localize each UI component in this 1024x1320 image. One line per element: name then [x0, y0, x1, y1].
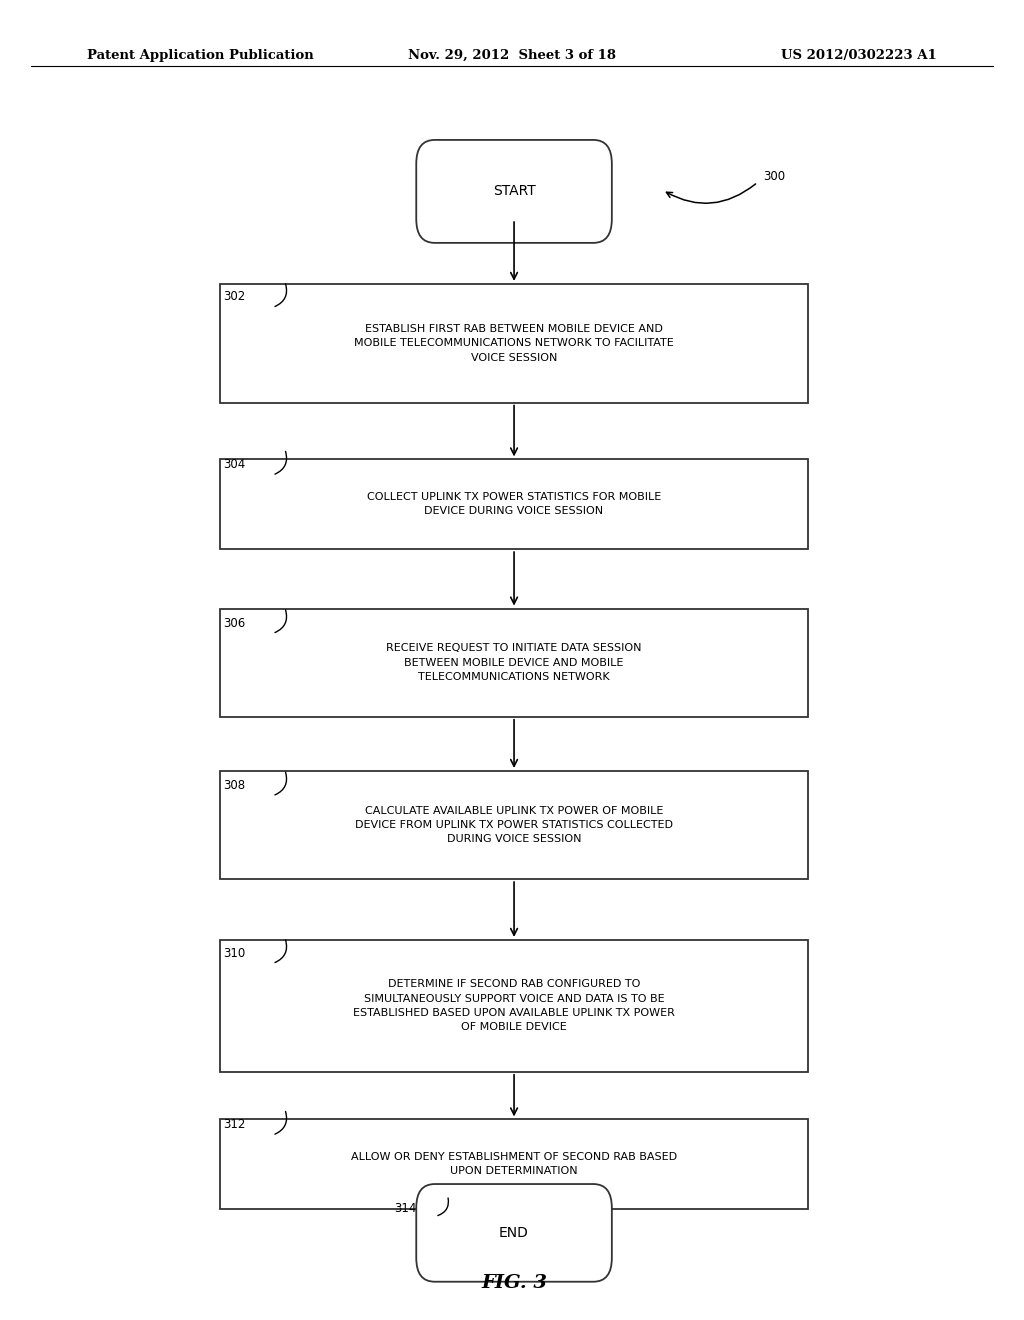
FancyArrowPatch shape: [275, 1111, 287, 1134]
Text: 314: 314: [394, 1203, 417, 1214]
Text: FIG. 3: FIG. 3: [481, 1274, 547, 1292]
FancyArrowPatch shape: [275, 610, 287, 632]
FancyBboxPatch shape: [219, 609, 809, 717]
Text: CALCULATE AVAILABLE UPLINK TX POWER OF MOBILE
DEVICE FROM UPLINK TX POWER STATIS: CALCULATE AVAILABLE UPLINK TX POWER OF M…: [355, 805, 673, 845]
FancyBboxPatch shape: [416, 140, 611, 243]
Text: RECEIVE REQUEST TO INITIATE DATA SESSION
BETWEEN MOBILE DEVICE AND MOBILE
TELECO: RECEIVE REQUEST TO INITIATE DATA SESSION…: [386, 643, 642, 682]
Text: 310: 310: [223, 946, 246, 960]
Text: COLLECT UPLINK TX POWER STATISTICS FOR MOBILE
DEVICE DURING VOICE SESSION: COLLECT UPLINK TX POWER STATISTICS FOR M…: [367, 492, 662, 516]
FancyArrowPatch shape: [275, 940, 287, 962]
FancyBboxPatch shape: [219, 771, 809, 879]
FancyArrowPatch shape: [438, 1199, 449, 1216]
Text: START: START: [493, 185, 536, 198]
Text: US 2012/0302223 A1: US 2012/0302223 A1: [781, 49, 937, 62]
Text: ESTABLISH FIRST RAB BETWEEN MOBILE DEVICE AND
MOBILE TELECOMMUNICATIONS NETWORK : ESTABLISH FIRST RAB BETWEEN MOBILE DEVIC…: [354, 323, 674, 363]
FancyArrowPatch shape: [275, 451, 287, 474]
Text: Nov. 29, 2012  Sheet 3 of 18: Nov. 29, 2012 Sheet 3 of 18: [408, 49, 616, 62]
Text: END: END: [499, 1226, 529, 1239]
Text: 300: 300: [763, 170, 785, 183]
FancyBboxPatch shape: [416, 1184, 611, 1282]
Text: 304: 304: [223, 458, 246, 471]
Text: ALLOW OR DENY ESTABLISHMENT OF SECOND RAB BASED
UPON DETERMINATION: ALLOW OR DENY ESTABLISHMENT OF SECOND RA…: [351, 1152, 677, 1176]
FancyBboxPatch shape: [219, 1119, 809, 1209]
FancyArrowPatch shape: [275, 772, 287, 795]
Text: 308: 308: [223, 779, 246, 792]
Text: Patent Application Publication: Patent Application Publication: [87, 49, 313, 62]
Text: 306: 306: [223, 616, 246, 630]
Text: 312: 312: [223, 1118, 246, 1131]
FancyArrowPatch shape: [275, 284, 287, 306]
Text: 302: 302: [223, 290, 246, 304]
FancyBboxPatch shape: [219, 940, 809, 1072]
FancyBboxPatch shape: [219, 459, 809, 549]
FancyArrowPatch shape: [667, 183, 756, 203]
Text: DETERMINE IF SECOND RAB CONFIGURED TO
SIMULTANEOUSLY SUPPORT VOICE AND DATA IS T: DETERMINE IF SECOND RAB CONFIGURED TO SI…: [353, 979, 675, 1032]
FancyBboxPatch shape: [219, 284, 809, 403]
